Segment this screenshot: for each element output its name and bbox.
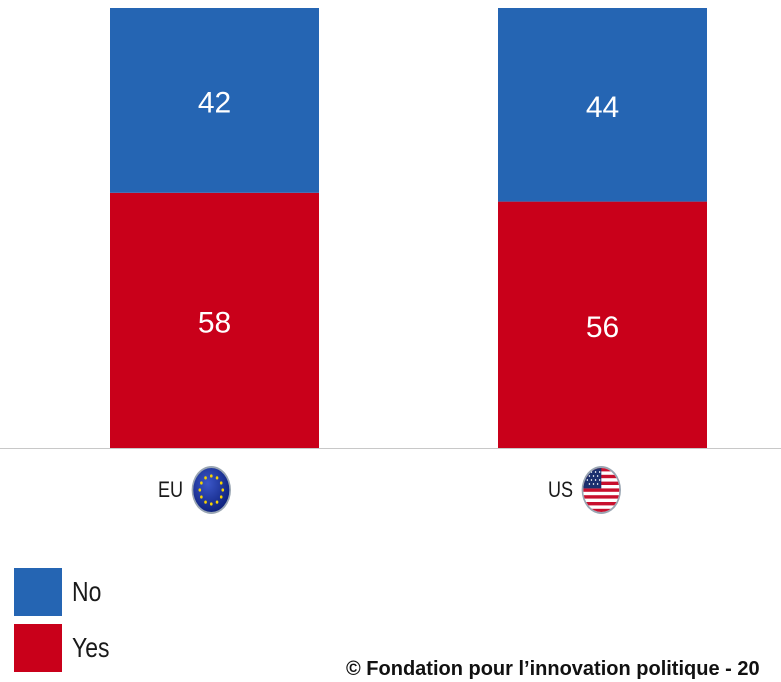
us-flag-icon [581, 466, 621, 514]
legend-item-no: No [14, 568, 108, 616]
stacked-bar-chart: 58 42 56 44 [0, 8, 781, 449]
category-label-us-text: US [548, 477, 574, 502]
category-label-eu-text: EU [158, 477, 184, 502]
bar-us-yes [498, 201, 707, 448]
category-label-eu: EU [158, 462, 232, 518]
legend-swatch-yes [14, 624, 62, 672]
bar-eu-yes [110, 192, 319, 448]
data-label-us-no: 44 [586, 91, 619, 124]
legend-item-yes: Yes [14, 624, 118, 672]
data-label-eu-yes: 58 [198, 306, 231, 339]
bar-us-no [498, 8, 707, 202]
data-label-eu-no: 42 [198, 86, 231, 119]
category-label-us: US [548, 462, 622, 518]
data-label-us-yes: 56 [586, 311, 619, 344]
bar-eu-no [110, 8, 319, 193]
copyright-credit: © Fondation pour l’innovation politique … [346, 658, 760, 680]
legend-label-no: No [72, 576, 102, 607]
legend-swatch-no [14, 568, 62, 616]
legend-label-yes: Yes [72, 632, 110, 663]
eu-flag-icon [191, 466, 231, 514]
